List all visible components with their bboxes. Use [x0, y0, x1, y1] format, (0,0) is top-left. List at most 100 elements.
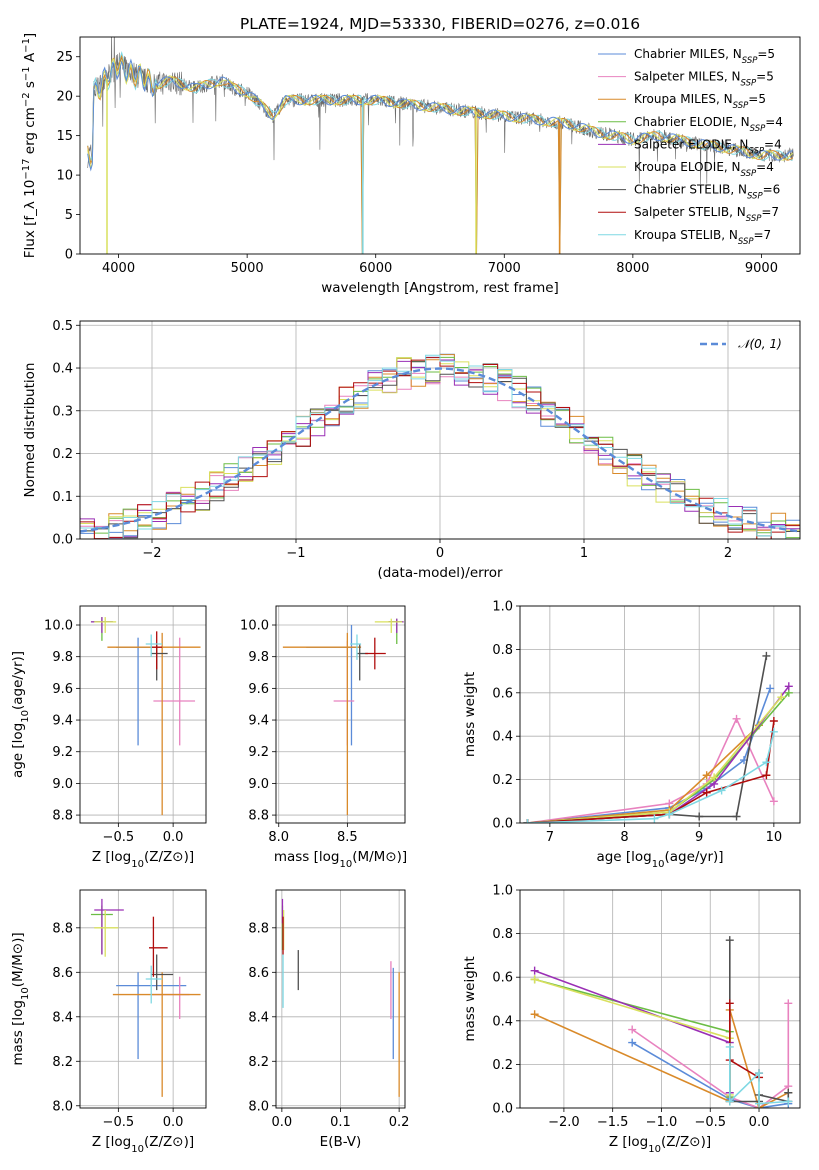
x-tick-label: 1 — [580, 546, 588, 561]
x-tick-label: 6000 — [359, 261, 392, 276]
label-part: (M/M⊙)] — [10, 932, 26, 987]
label-sup: −1 — [21, 38, 32, 53]
weight-marker — [530, 1010, 539, 1019]
legend-entry: Salpeter MILES, NSSP=5 — [634, 70, 774, 89]
legend-sub: SSP — [738, 237, 754, 247]
weight-marker — [762, 758, 771, 767]
y-tick-label: 8.4 — [248, 1010, 269, 1025]
label-part: age [ — [10, 743, 26, 778]
weight-series — [631, 1003, 790, 1108]
model-spectrum — [87, 58, 793, 172]
label-part: (Z/Z⊙)] — [144, 849, 194, 865]
label-part: s — [22, 81, 38, 92]
x-tick-label: 9 — [695, 830, 703, 845]
x-tick-label: 0.0 — [272, 1115, 293, 1130]
axes-frame — [519, 889, 801, 1109]
weight-series — [527, 724, 760, 823]
y-tick-label: 0.2 — [492, 1058, 513, 1073]
label-part: A — [22, 52, 38, 66]
residual-histogram-panel: −2 −1 0 1 2 0.0 0.1 0.2 0.3 0.4 0.5 (data-model)/er… — [22, 319, 801, 581]
weight-marker — [755, 1099, 764, 1108]
y-tick-label: 0.0 — [52, 533, 73, 548]
weight-marker — [769, 727, 778, 736]
x-axis-label: Z [log10(Z/Z⊙)] — [92, 1134, 194, 1155]
x-tick-label: −1.0 — [646, 1115, 678, 1130]
weight-marker — [769, 717, 778, 726]
y-tick-label: 0.4 — [492, 730, 513, 745]
legend-sub: SSP — [742, 56, 758, 66]
x-tick-label: 0.0 — [749, 1115, 770, 1130]
weight-marker — [725, 999, 734, 1008]
label-part: log — [628, 1134, 649, 1150]
legend-name: Salpeter STELIB, N — [634, 205, 746, 219]
y-tick-label: 1.0 — [492, 600, 513, 615]
y-tick-label: 9.6 — [248, 682, 269, 697]
label-part: erg cm — [22, 107, 38, 158]
legend-n: =5 — [756, 70, 774, 84]
x-tick-label: 7 — [546, 830, 554, 845]
weight-series — [527, 685, 790, 823]
y-axis-label: mass weight — [462, 956, 478, 1041]
legend-name: Kroupa STELIB, N — [634, 228, 738, 242]
plot-area — [281, 898, 400, 1097]
label-part: log — [10, 723, 26, 744]
x-axis-label: (data-model)/error — [377, 565, 503, 581]
weight-marker — [710, 773, 719, 782]
legend-n: =5 — [757, 47, 775, 61]
label-part: (M/M⊙)] — [352, 849, 407, 865]
x-tick-label: −0.5 — [103, 830, 135, 845]
y-tick-label: 0.0 — [492, 1102, 513, 1117]
label-part: (Z/Z⊙)] — [144, 1134, 194, 1150]
x-tick-label: 8.0 — [268, 830, 289, 845]
label-part: log — [111, 1134, 132, 1150]
grid — [276, 890, 405, 1108]
legend-entry: Salpeter ELODIE, NSSP=4 — [634, 137, 782, 156]
y-tick-label: 8.8 — [52, 809, 73, 824]
figure-title: PLATE=1924, MJD=53330, FIBERID=0276, z=0… — [240, 15, 640, 33]
x-tick-label: 8.5 — [337, 830, 358, 845]
label-part: E(B-V) — [320, 1134, 362, 1150]
age-vs-metallicity-panel: −0.5 0.08.89.09.29.49.69.810.0Z [log10(Z/… — [10, 605, 207, 870]
legend-n: =5 — [748, 92, 766, 106]
x-tick-label: 9000 — [745, 261, 778, 276]
legend-entry: Salpeter STELIB, NSSP=7 — [634, 205, 779, 224]
ticks: −2 −1 0 1 2 0.0 0.1 0.2 0.3 0.4 0.5 — [52, 319, 732, 561]
y-tick-label: 20 — [56, 90, 73, 105]
y-tick-label: 0.3 — [52, 404, 73, 419]
mass-weight-vs-metallicity-panel: −2.0 −1.5 −1.0 −0.5 0.0 0.0 0.2 0.4 0.6 0.8 1.0 Z [… — [462, 884, 801, 1155]
legend-sub: SSP — [746, 214, 762, 224]
residual-histogram — [80, 354, 800, 539]
y-tick-label: 0 — [65, 248, 73, 263]
spectrum-panel: 4000 5000 6000 7000 8000 9000 0 5 10 15 20 25 wavele… — [21, 33, 801, 296]
label-sub: 10 — [20, 710, 31, 723]
y-tick-label: 9.4 — [248, 714, 269, 729]
weight-marker — [702, 771, 711, 780]
mass-vs-metallicity-panel: −0.5 0.08.08.28.48.68.8Z [log10(Z/Z⊙)]mas… — [10, 889, 207, 1155]
weight-marker — [523, 819, 532, 823]
x-tick-label: −0.5 — [103, 1115, 135, 1130]
label-sub: 10 — [652, 859, 665, 870]
y-tick-label: 8.8 — [248, 921, 269, 936]
x-tick-label: 10 — [766, 830, 783, 845]
normal-curve — [80, 367, 800, 533]
label-part: age [ — [596, 849, 631, 865]
legend-entry: Chabrier STELIB, NSSP=6 — [634, 183, 780, 202]
legend-n: =7 — [754, 228, 772, 242]
weight-marker — [769, 797, 778, 806]
legend-name: Chabrier STELIB, N — [634, 183, 747, 197]
legend-name: Chabrier MILES, N — [634, 47, 742, 61]
label-part: wavelength [Angstrom, rest frame] — [321, 280, 559, 296]
weight-marker — [777, 693, 786, 702]
label-sub: 10 — [648, 1144, 661, 1155]
y-tick-label: 8.0 — [248, 1099, 269, 1114]
weight-marker — [725, 1042, 734, 1051]
y-tick-label: 0.8 — [492, 643, 513, 658]
x-axis-label: Z [log10(Z/Z⊙)] — [609, 1134, 711, 1155]
legend-name: Chabrier ELODIE, N — [634, 115, 750, 129]
x-tick-label: 0 — [436, 546, 444, 561]
y-tick-label: 9.2 — [248, 745, 269, 760]
y-tick-label: 0.2 — [52, 447, 73, 462]
legend-sub: SSP — [750, 124, 766, 134]
ticks: 4000 5000 6000 7000 8000 9000 0 5 10 15 20 25 — [56, 50, 778, 276]
